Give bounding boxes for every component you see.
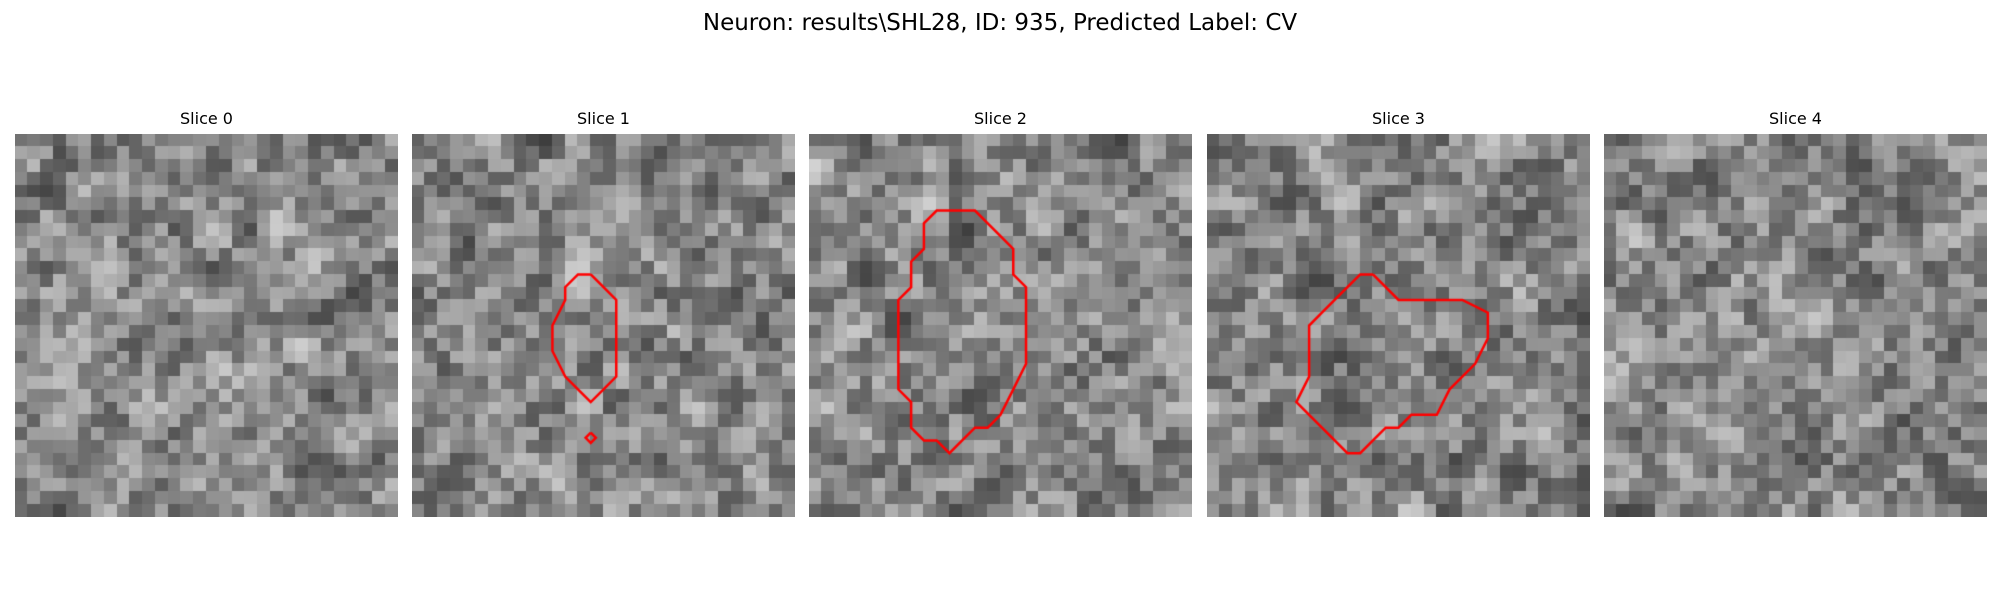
- slice-image: [15, 134, 398, 517]
- slice-title: Slice 3: [1372, 109, 1425, 128]
- slice-image: [1604, 134, 1987, 517]
- slice-panel-1: Slice 1: [412, 108, 795, 517]
- slice-title: Slice 4: [1769, 109, 1822, 128]
- figure-title: Neuron: results\SHL28, ID: 935, Predicte…: [702, 10, 1298, 36]
- slice-panel-2: Slice 2: [809, 108, 1192, 517]
- slice-panel-4: Slice 4: [1604, 108, 1987, 517]
- slice-image: [1207, 134, 1590, 517]
- slice-panel-3: Slice 3: [1207, 108, 1590, 517]
- slice-title: Slice 0: [180, 109, 233, 128]
- slice-title: Slice 1: [577, 109, 630, 128]
- slice-title: Slice 2: [974, 109, 1027, 128]
- slice-panel-0: Slice 0: [15, 108, 398, 517]
- slice-image: [809, 134, 1192, 517]
- slice-image: [412, 134, 795, 517]
